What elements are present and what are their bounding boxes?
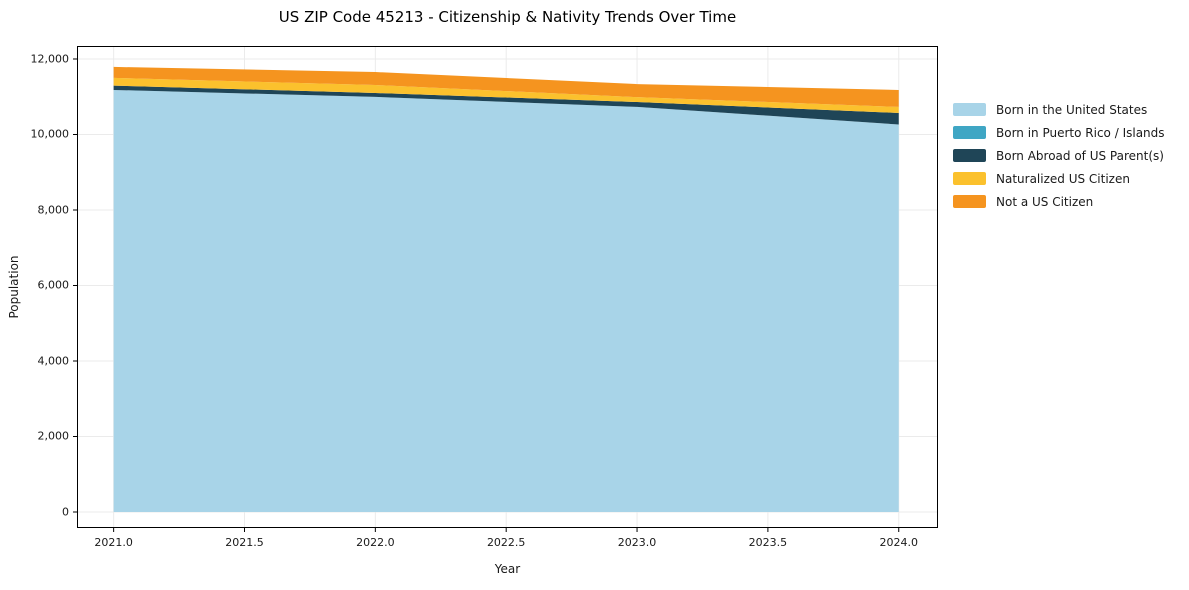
legend-item: Naturalized US Citizen <box>953 171 1165 186</box>
legend-swatch-not-citizen <box>953 195 986 208</box>
legend-item: Born in Puerto Rico / Islands <box>953 125 1165 140</box>
area-series-4 <box>113 66 899 107</box>
y-tick-label: 4,000 <box>37 354 70 368</box>
x-tick-label: 2023.5 <box>748 536 788 549</box>
y-tick-label: 10,000 <box>30 127 70 141</box>
area-series-2 <box>113 85 899 125</box>
x-tick-label: 2022.0 <box>356 536 395 549</box>
y-tick-label: 0 <box>62 505 69 519</box>
legend-swatch-naturalized <box>953 172 986 185</box>
x-tick-label: 2021.0 <box>94 536 133 549</box>
legend: Born in the United States Born in Puerto… <box>953 103 1165 218</box>
legend-label-born-pr: Born in Puerto Rico / Islands <box>996 125 1165 140</box>
x-tick-label: 2022.5 <box>486 536 526 549</box>
plot-area <box>73 46 938 532</box>
legend-item: Born Abroad of US Parent(s) <box>953 148 1165 163</box>
legend-swatch-born-abroad <box>953 149 986 162</box>
legend-swatch-born-pr <box>953 126 986 139</box>
y-tick-label: 12,000 <box>30 52 70 66</box>
legend-label-naturalized: Naturalized US Citizen <box>996 171 1130 186</box>
y-tick-label: 2,000 <box>37 429 70 443</box>
x-axis-label: Year <box>494 562 521 576</box>
legend-label-born-us: Born in the United States <box>996 102 1148 117</box>
y-tick-label: 6,000 <box>37 278 70 292</box>
area-series-3 <box>113 77 899 113</box>
plot-border <box>77 46 938 528</box>
y-tick-label: 8,000 <box>37 203 70 217</box>
chart-title: US ZIP Code 45213 - Citizenship & Nativi… <box>278 8 737 26</box>
legend-label-not-citizen: Not a US Citizen <box>996 194 1094 209</box>
legend-item: Not a US Citizen <box>953 194 1165 209</box>
legend-item: Born in the United States <box>953 102 1165 117</box>
y-axis-label: Population <box>7 255 21 319</box>
x-tick-label: 2023.0 <box>617 536 657 549</box>
x-tick-label: 2024.0 <box>879 536 918 549</box>
area-series-0 <box>113 89 899 512</box>
legend-label-born-abroad: Born Abroad of US Parent(s) <box>996 148 1164 163</box>
legend-swatch-born-us <box>953 103 986 116</box>
x-tick-label: 2021.5 <box>225 536 264 549</box>
